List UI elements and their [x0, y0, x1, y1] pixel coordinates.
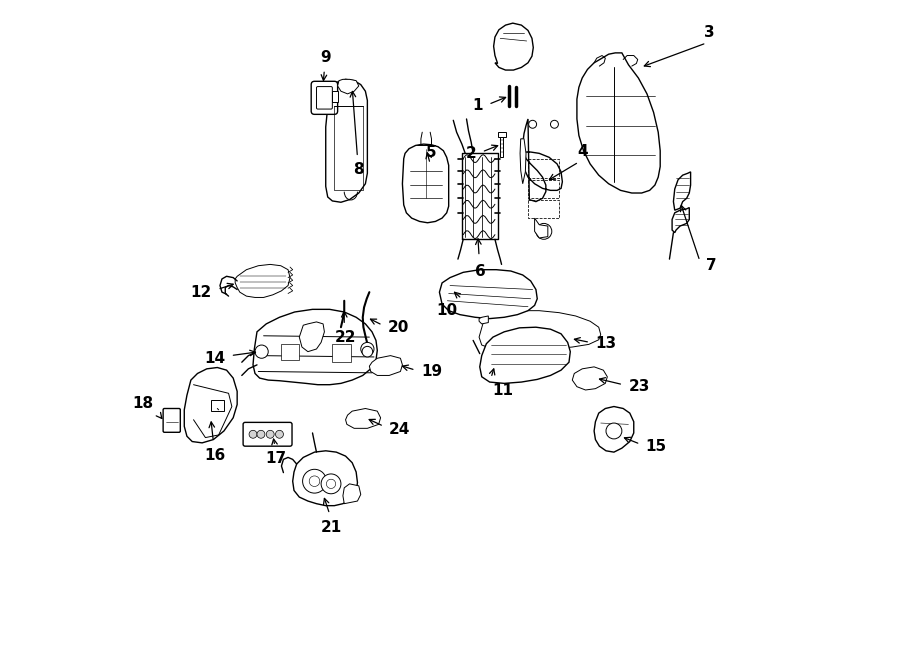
Text: 13: 13	[596, 336, 617, 351]
Polygon shape	[402, 144, 449, 223]
Polygon shape	[343, 484, 361, 504]
Polygon shape	[520, 139, 526, 184]
Text: 19: 19	[421, 364, 442, 379]
Text: 2: 2	[465, 146, 476, 161]
Text: 8: 8	[354, 162, 364, 177]
Polygon shape	[535, 218, 548, 238]
Text: 24: 24	[389, 422, 410, 437]
Polygon shape	[338, 79, 359, 94]
Circle shape	[255, 345, 268, 358]
Polygon shape	[369, 356, 402, 375]
Text: 14: 14	[204, 351, 225, 366]
Polygon shape	[300, 322, 324, 352]
Polygon shape	[498, 132, 506, 137]
Text: 7: 7	[706, 258, 717, 273]
Polygon shape	[346, 408, 381, 428]
Circle shape	[606, 423, 622, 439]
Text: 6: 6	[475, 264, 486, 280]
Polygon shape	[594, 407, 634, 452]
Text: 22: 22	[335, 330, 356, 346]
Polygon shape	[480, 327, 571, 383]
Text: 23: 23	[628, 379, 650, 394]
Circle shape	[275, 430, 284, 438]
Circle shape	[257, 430, 265, 438]
Circle shape	[536, 223, 552, 239]
Text: 4: 4	[577, 143, 588, 159]
Polygon shape	[439, 270, 537, 319]
FancyBboxPatch shape	[243, 422, 292, 446]
Polygon shape	[184, 368, 238, 443]
Text: 3: 3	[704, 24, 715, 40]
Circle shape	[528, 120, 536, 128]
Text: 12: 12	[191, 285, 212, 299]
FancyBboxPatch shape	[311, 81, 338, 114]
Circle shape	[321, 474, 341, 494]
Circle shape	[249, 430, 257, 438]
Text: 1: 1	[472, 98, 483, 113]
Polygon shape	[577, 53, 661, 193]
Polygon shape	[479, 311, 600, 350]
Polygon shape	[523, 119, 562, 202]
Text: 18: 18	[132, 396, 154, 411]
Circle shape	[310, 476, 320, 486]
Polygon shape	[332, 344, 351, 362]
Text: 21: 21	[320, 520, 342, 535]
Polygon shape	[673, 172, 690, 210]
Polygon shape	[235, 264, 290, 297]
Text: 11: 11	[492, 383, 513, 399]
Polygon shape	[253, 309, 377, 385]
Text: 20: 20	[388, 321, 410, 335]
Circle shape	[327, 479, 336, 488]
Polygon shape	[572, 367, 608, 390]
Polygon shape	[326, 79, 367, 202]
Polygon shape	[332, 91, 338, 102]
Text: 5: 5	[427, 145, 436, 160]
FancyBboxPatch shape	[163, 408, 180, 432]
Circle shape	[362, 346, 373, 357]
Circle shape	[302, 469, 327, 493]
Text: 15: 15	[645, 440, 667, 454]
Circle shape	[266, 430, 274, 438]
Text: 10: 10	[436, 303, 458, 318]
FancyBboxPatch shape	[317, 87, 332, 109]
Polygon shape	[282, 344, 300, 360]
Circle shape	[361, 342, 374, 356]
Polygon shape	[672, 208, 689, 233]
Polygon shape	[493, 23, 534, 70]
Polygon shape	[292, 451, 357, 506]
Text: 16: 16	[204, 448, 225, 463]
Polygon shape	[479, 316, 489, 324]
Polygon shape	[500, 137, 503, 157]
Circle shape	[551, 120, 558, 128]
Polygon shape	[211, 400, 224, 411]
Text: 17: 17	[266, 451, 287, 466]
Text: 9: 9	[320, 50, 331, 65]
